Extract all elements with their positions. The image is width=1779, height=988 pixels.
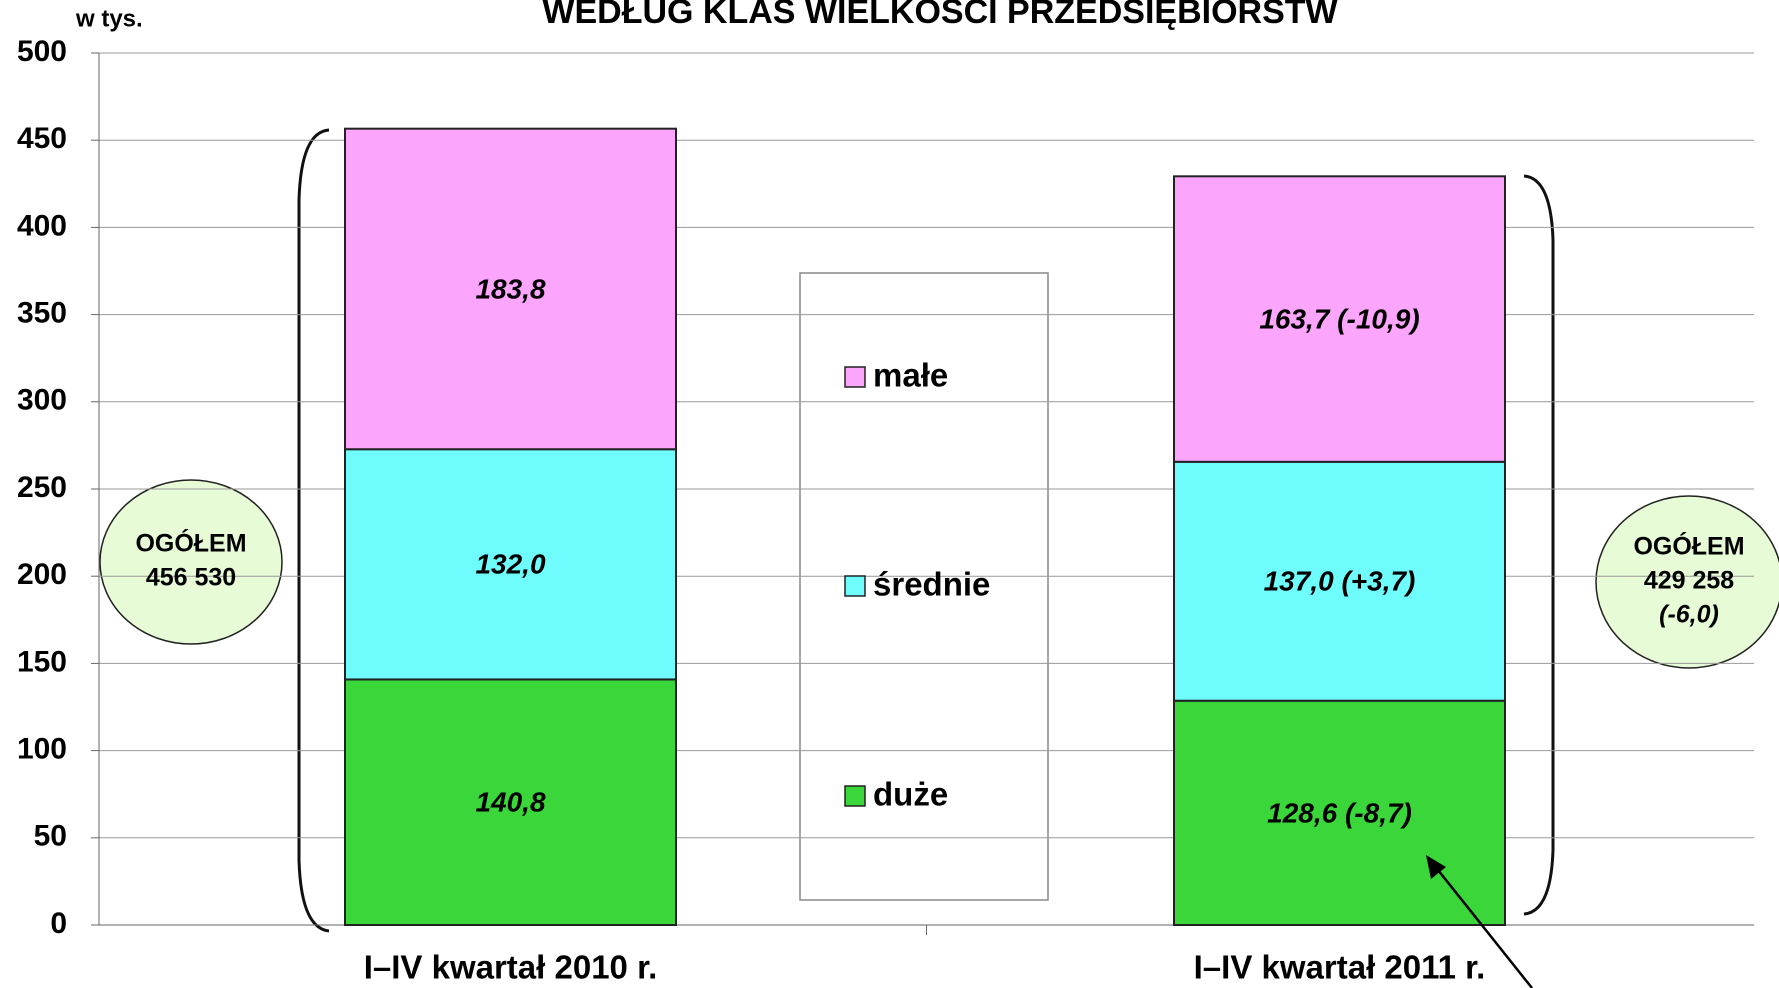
bar-segment bbox=[344, 678, 677, 927]
value-label: 128,6 (-8,7) bbox=[1267, 797, 1412, 828]
legend-box bbox=[799, 272, 1049, 901]
legend-marker bbox=[844, 575, 866, 597]
legend-label: średnie bbox=[873, 566, 990, 603]
y-tick-label: 500 bbox=[17, 35, 67, 68]
y-tick-label: 150 bbox=[17, 645, 67, 678]
bar-segment bbox=[1173, 175, 1506, 463]
y-tick-label: 300 bbox=[17, 384, 67, 417]
legend-label: duże bbox=[873, 776, 948, 813]
y-axis-label: w tys. bbox=[75, 5, 143, 32]
y-tick-label: 200 bbox=[17, 558, 67, 591]
bar-segment bbox=[1173, 460, 1506, 702]
value-label: 132,0 bbox=[475, 549, 545, 580]
value-label: 183,8 bbox=[475, 273, 545, 304]
legend-marker bbox=[844, 366, 866, 388]
bar-segment bbox=[1173, 699, 1506, 927]
legend-marker bbox=[844, 785, 866, 807]
annotation-text: OGÓŁEM bbox=[135, 528, 246, 558]
y-tick-label: 0 bbox=[50, 907, 67, 940]
arrow-line bbox=[1433, 864, 1533, 988]
y-tick-label: 100 bbox=[17, 733, 67, 766]
annotation-text: 456 530 bbox=[146, 564, 236, 592]
bar-segment bbox=[344, 127, 677, 451]
y-tick-label: 400 bbox=[17, 209, 67, 242]
arrow-head bbox=[1426, 855, 1446, 879]
total-ellipse bbox=[1595, 495, 1779, 669]
value-label: 140,8 bbox=[475, 787, 545, 818]
annotation-text: OGÓŁEM bbox=[1633, 531, 1744, 561]
bar-segment bbox=[344, 448, 677, 681]
y-tick-label: 50 bbox=[34, 820, 67, 853]
value-label: 163,7 (-10,9) bbox=[1259, 303, 1419, 334]
y-tick-label: 350 bbox=[17, 297, 67, 330]
y-tick-label: 450 bbox=[17, 122, 67, 155]
bracket-left bbox=[297, 128, 330, 933]
legend-label: małe bbox=[873, 357, 948, 394]
bracket-right bbox=[1523, 174, 1555, 916]
x-tick-label: I–IV kwartał 2011 r. bbox=[1194, 949, 1486, 986]
annotation-text: (-6,0) bbox=[1659, 601, 1719, 629]
value-label: 137,0 (+3,7) bbox=[1264, 566, 1416, 597]
y-tick-label: 250 bbox=[17, 471, 67, 504]
annotation-text: 429 258 bbox=[1644, 567, 1734, 595]
chart-title: WEDŁUG KLAS WIELKOŚCI PRZEDSIĘBIORSTW bbox=[542, 0, 1338, 31]
total-ellipse bbox=[99, 479, 283, 645]
x-tick-label: I–IV kwartał 2010 r. bbox=[364, 949, 658, 986]
